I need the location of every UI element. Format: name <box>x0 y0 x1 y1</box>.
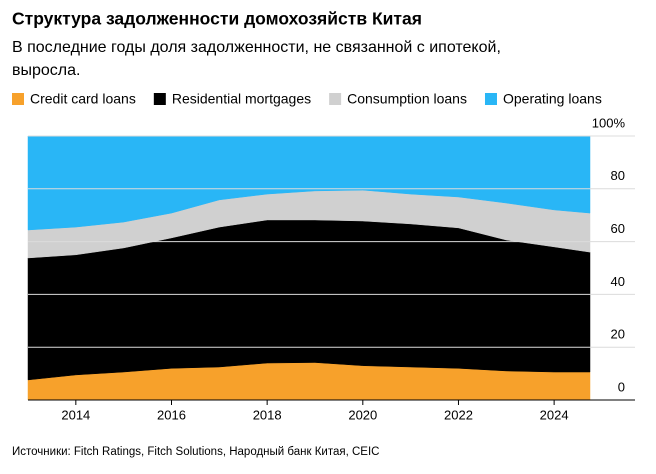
legend-label: Operating loans <box>503 91 602 107</box>
plot-area: 0 20 40 60 80 100% 2014 2016 2018 2020 2022 2024 <box>27 115 635 422</box>
x-tick-label: 2024 <box>540 407 569 422</box>
x-tick-label: 2016 <box>157 407 186 422</box>
y-tick-label: 60 <box>611 221 625 236</box>
y-tick-label: 100% <box>592 115 626 130</box>
y-tick-label: 80 <box>611 168 625 183</box>
legend-swatch <box>329 93 342 105</box>
y-tick-label: 20 <box>611 327 625 342</box>
chart-title: Структура задолженности домохозяйств Кит… <box>12 9 422 29</box>
legend-swatch <box>12 93 24 105</box>
x-tick-label: 2018 <box>253 407 282 422</box>
legend-label: Credit card loans <box>30 91 136 107</box>
y-tick-label: 0 <box>618 379 625 394</box>
source-note: Источники: Fitch Ratings, Fitch Solution… <box>12 446 379 458</box>
y-tick-label: 40 <box>611 274 625 289</box>
legend-swatch <box>153 93 166 105</box>
legend-swatch <box>484 93 497 105</box>
legend-label: Consumption loans <box>347 91 467 107</box>
legend-label: Residential mortgages <box>172 91 311 107</box>
subtitle-box: В последние годы доля задолженности, не … <box>12 39 501 79</box>
chart-subtitle: В последние годы доля задолженности, не … <box>12 39 501 79</box>
x-tick-label: 2022 <box>444 407 473 422</box>
x-tick-label: 2014 <box>61 407 90 422</box>
x-tick-label: 2020 <box>348 407 377 422</box>
legend: Credit card loans Residential mortgages Co… <box>12 91 602 107</box>
